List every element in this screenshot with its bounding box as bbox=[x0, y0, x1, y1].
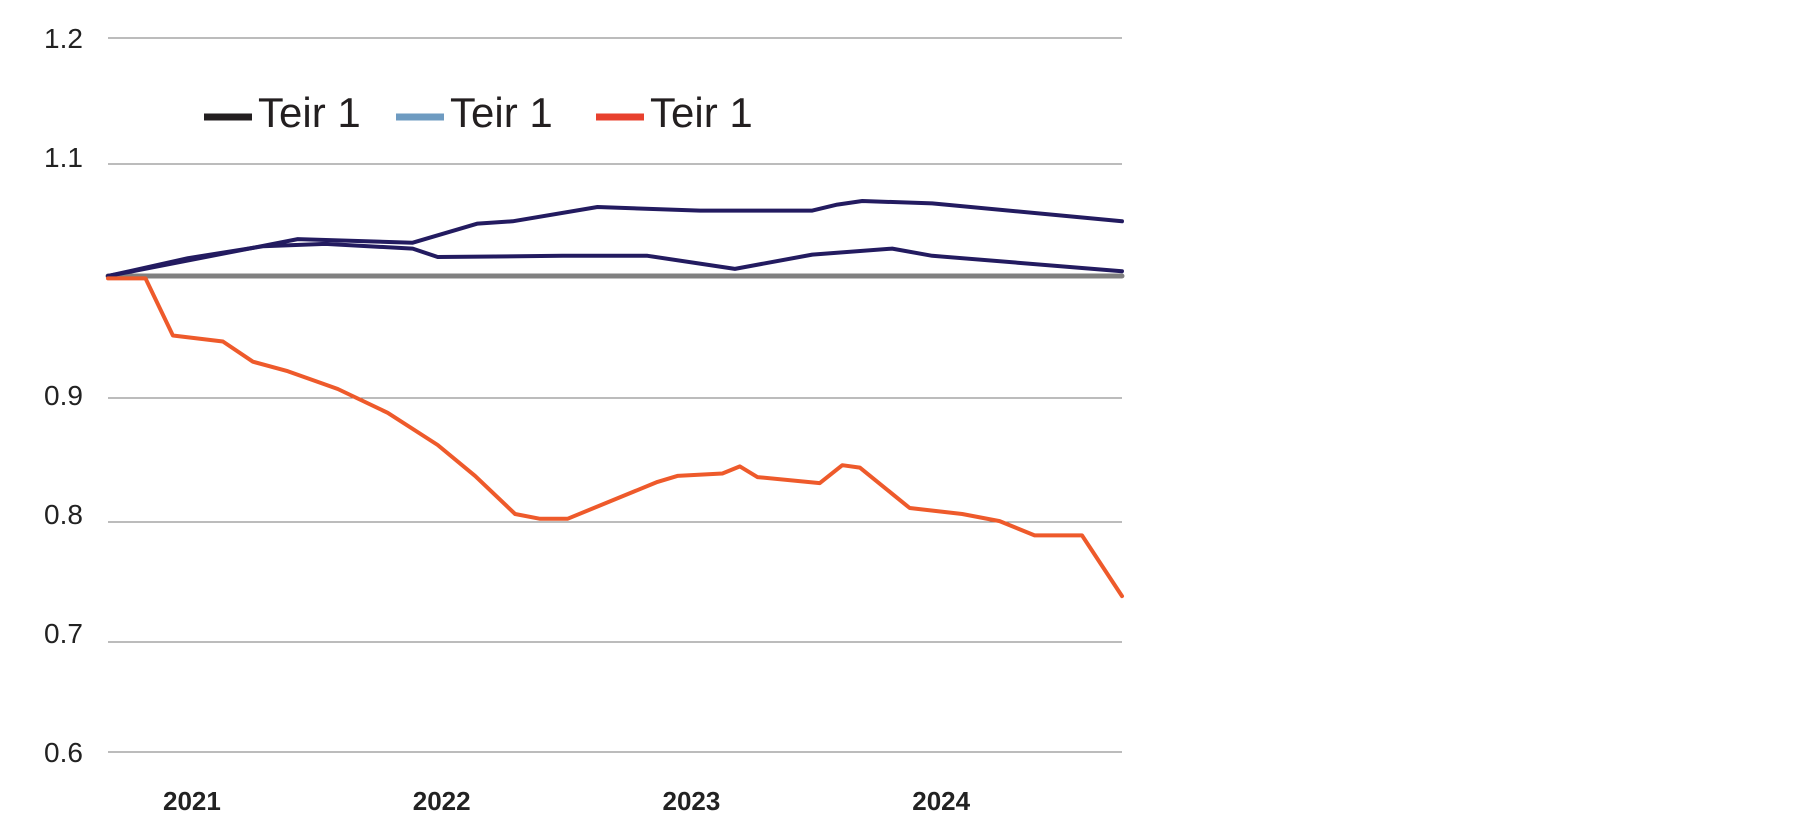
legend-label: Teir 1 bbox=[258, 89, 361, 136]
legend-label: Teir 1 bbox=[650, 89, 753, 136]
x-tick-label: 2022 bbox=[413, 786, 471, 816]
series-line-red-series bbox=[106, 276, 1124, 599]
y-tick-label: 0.6 bbox=[44, 737, 83, 768]
x-tick-label: 2021 bbox=[163, 786, 221, 816]
y-axis-ticks: 1.2 1.1 0.9 0.8 0.7 0.6 bbox=[44, 23, 83, 768]
y-tick-label: 0.9 bbox=[44, 380, 83, 411]
x-axis-ticks: 2021 2022 2023 2024 bbox=[163, 786, 971, 816]
grid-lines bbox=[108, 37, 1122, 753]
x-tick-label: 2024 bbox=[912, 786, 970, 816]
series-line-middle-series bbox=[106, 241, 1124, 278]
y-tick-label: 0.7 bbox=[44, 618, 83, 649]
legend-label: Teir 1 bbox=[450, 89, 553, 136]
x-tick-label: 2023 bbox=[663, 786, 721, 816]
series-lines bbox=[105, 199, 1125, 599]
legend: Teir 1 Teir 1 Teir 1 bbox=[204, 89, 753, 136]
series-line-upper-series bbox=[106, 199, 1124, 278]
y-tick-label: 1.2 bbox=[44, 23, 83, 54]
y-tick-label: 1.1 bbox=[44, 142, 83, 173]
y-tick-label: 0.8 bbox=[44, 499, 83, 530]
